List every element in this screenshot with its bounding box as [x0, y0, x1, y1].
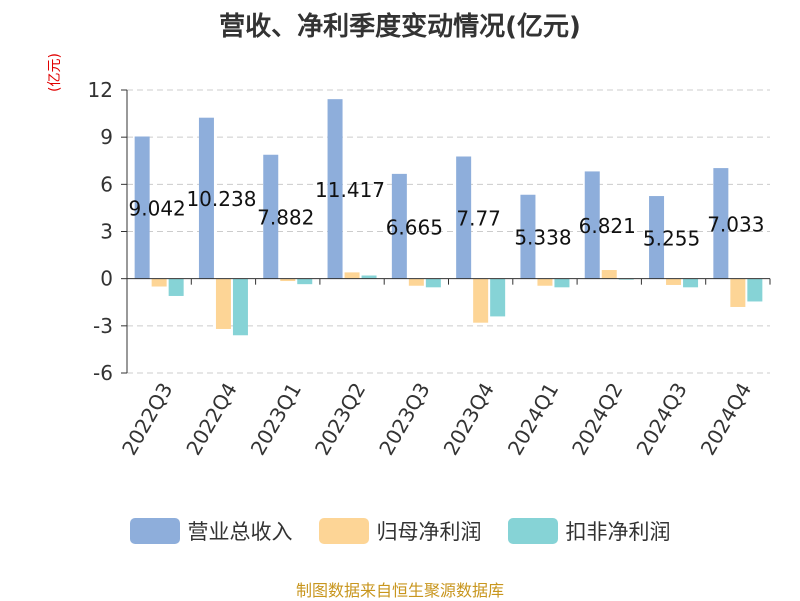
bar-deducted-profit — [747, 278, 763, 302]
data-label-revenue: 7.882 — [257, 206, 314, 230]
bar-net-profit — [408, 278, 424, 286]
data-label-revenue: 7.033 — [707, 212, 764, 236]
bar-net-profit — [344, 272, 360, 279]
x-tick-label: 2022Q4 — [181, 379, 241, 460]
y-tick-label: -3 — [93, 314, 113, 338]
x-tick-label: 2024Q3 — [631, 379, 691, 460]
bar-deducted-profit — [232, 278, 248, 336]
data-label-revenue: 6.821 — [579, 214, 636, 238]
bar-revenue — [263, 154, 279, 279]
data-label-revenue: 6.665 — [386, 215, 443, 239]
legend-swatch-deducted-profit — [507, 518, 558, 544]
legend-item-net-profit[interactable]: 归母净利润 — [318, 516, 482, 546]
x-tick-label: 2024Q1 — [503, 379, 563, 460]
data-label-revenue: 10.238 — [186, 187, 256, 211]
source-note: 制图数据来自恒生聚源数据库 — [295, 581, 504, 600]
bar-revenue — [198, 117, 214, 279]
data-label-revenue: 9.042 — [129, 197, 186, 221]
bar-revenue — [391, 173, 407, 279]
bar-revenue — [134, 136, 150, 279]
data-label-revenue: 5.338 — [514, 226, 571, 250]
bar-net-profit — [280, 278, 296, 282]
legend-item-revenue[interactable]: 营业总收入 — [129, 516, 293, 546]
bar-revenue — [520, 194, 536, 279]
bar-net-profit — [730, 278, 746, 307]
bar-deducted-profit — [425, 278, 441, 288]
y-tick-label: 0 — [100, 267, 113, 291]
x-tick-label: 2022Q3 — [117, 379, 177, 460]
legend-item-deducted-profit[interactable]: 扣非净利润 — [507, 516, 671, 546]
data-label-revenue: 11.417 — [315, 178, 385, 202]
legend-swatch-net-profit — [318, 518, 369, 544]
x-tick-label: 2023Q2 — [310, 379, 370, 460]
bar-net-profit — [215, 278, 231, 329]
x-tick-label: 2023Q4 — [439, 379, 499, 460]
legend-swatch-revenue — [129, 518, 180, 544]
legend: 营业总收入 归母净利润 扣非净利润 — [0, 516, 800, 546]
bar-deducted-profit — [490, 278, 506, 317]
bar-revenue — [713, 168, 729, 279]
legend-label-revenue: 营业总收入 — [187, 520, 293, 544]
x-tick-label: 2024Q4 — [696, 379, 756, 460]
bar-revenue — [584, 171, 600, 279]
y-tick-label: 9 — [100, 125, 113, 149]
x-tick-label: 2023Q1 — [246, 379, 306, 460]
bar-net-profit — [601, 270, 617, 279]
bar-revenue — [327, 99, 343, 279]
bar-net-profit — [666, 278, 682, 285]
y-tick-label: 12 — [88, 78, 113, 102]
data-label-revenue: 5.255 — [643, 226, 700, 250]
y-tick-label: -6 — [93, 361, 113, 385]
x-tick-label: 2023Q3 — [374, 379, 434, 460]
legend-label-deducted-profit: 扣非净利润 — [565, 520, 671, 544]
y-tick-label: 6 — [100, 172, 113, 196]
bar-net-profit — [151, 278, 167, 287]
bar-deducted-profit — [168, 278, 184, 296]
x-tick-label: 2024Q2 — [567, 379, 627, 460]
bar-net-profit — [473, 278, 489, 323]
legend-label-net-profit: 归母净利润 — [376, 520, 482, 544]
bar-revenue — [649, 196, 665, 279]
bar-net-profit — [537, 278, 553, 286]
bar-deducted-profit — [361, 275, 377, 279]
data-label-revenue: 7.77 — [456, 207, 501, 231]
bar-deducted-profit — [297, 278, 313, 285]
chart-title: 营收、净利季度变动情况(亿元) — [219, 12, 581, 42]
bar-revenue — [456, 156, 472, 279]
bar-deducted-profit — [683, 278, 699, 288]
y-tick-label: 3 — [100, 220, 113, 244]
bar-deducted-profit — [554, 278, 570, 288]
